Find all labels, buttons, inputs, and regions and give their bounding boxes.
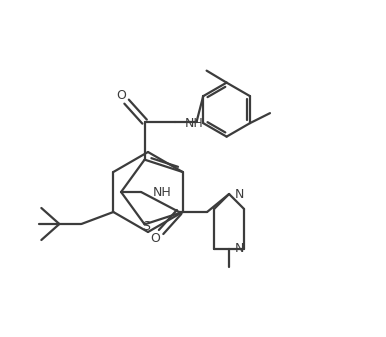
Text: O: O — [117, 89, 127, 102]
Text: N: N — [235, 243, 244, 255]
Text: O: O — [150, 233, 160, 245]
Text: S: S — [142, 220, 151, 233]
Text: NH: NH — [153, 185, 172, 198]
Text: N: N — [235, 187, 244, 201]
Text: NH: NH — [185, 117, 203, 130]
